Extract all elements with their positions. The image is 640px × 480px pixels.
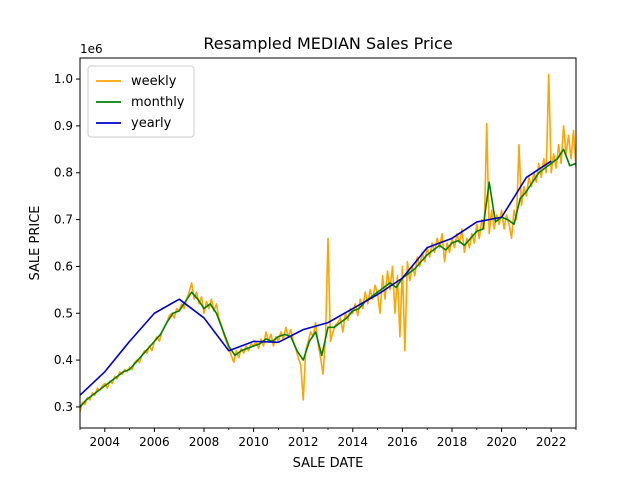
x-tick-label: 2008	[189, 435, 220, 449]
x-tick-label: 2022	[536, 435, 567, 449]
x-axis-label: SALE DATE	[293, 456, 364, 471]
series-layer	[80, 73, 576, 412]
y-tick-label: 0.6	[54, 259, 73, 273]
x-tick-label: 2016	[387, 435, 418, 449]
chart-title: Resampled MEDIAN Sales Price	[203, 34, 452, 53]
y-tick-label: 1.0	[54, 72, 73, 86]
legend-label-yearly: yearly	[131, 116, 172, 131]
x-tick-label: 2018	[437, 435, 468, 449]
legend-label-monthly: monthly	[131, 95, 185, 110]
x-tick-label: 2006	[139, 435, 170, 449]
series-line-yearly	[80, 160, 552, 396]
legend: weekly monthly yearly	[87, 65, 195, 138]
series-line-monthly	[80, 148, 576, 408]
y-axis-label: SALE PRICE	[28, 206, 43, 281]
y-tick-label: 0.7	[54, 213, 73, 227]
x-tick-label: 2020	[486, 435, 517, 449]
x-tick-label: 2010	[238, 435, 269, 449]
legend-box	[87, 65, 195, 138]
legend-label-weekly: weekly	[131, 74, 177, 89]
x-tick-label: 2004	[90, 435, 121, 449]
y-tick-label: 0.8	[54, 166, 73, 180]
y-tick-label: 0.9	[54, 119, 73, 133]
y-tick-label: 0.5	[54, 306, 73, 320]
x-axis: 2004 2006 2008 2010 2012 2014 2016 2018 2020 2022	[79, 428, 577, 449]
x-tick-label: 2012	[288, 435, 319, 449]
x-tick-label: 2014	[338, 435, 369, 449]
y-axis: 0.3 0.4 0.5 0.6 0.7 0.8 0.9 1.0	[54, 72, 80, 414]
y-tick-label: 0.3	[54, 400, 73, 414]
y-tick-label: 0.4	[54, 353, 73, 367]
y-offset-label: 1e6	[80, 42, 103, 56]
